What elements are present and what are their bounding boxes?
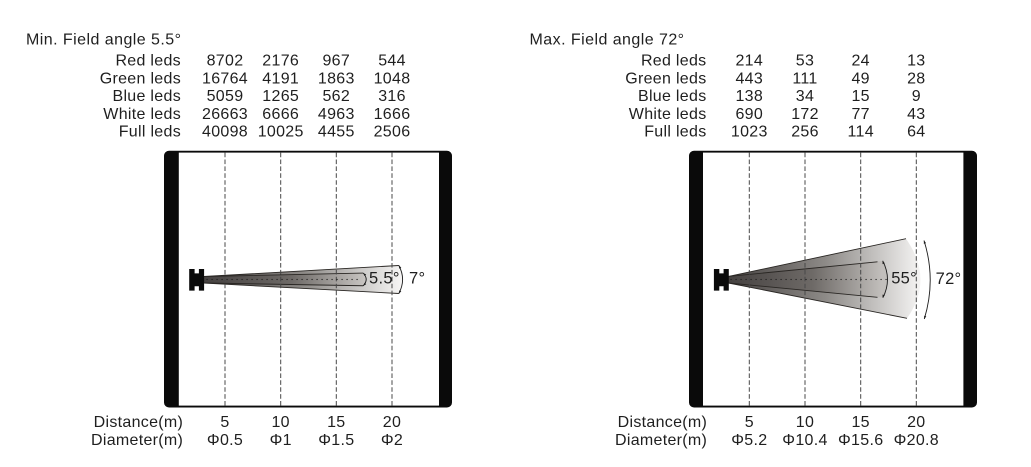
svg-text:72°: 72° xyxy=(936,270,962,288)
svg-text:256: 256 xyxy=(791,124,819,141)
svg-text:Diameter(m): Diameter(m) xyxy=(91,432,183,449)
svg-text:55°: 55° xyxy=(891,270,917,288)
svg-text:Φ20.8: Φ20.8 xyxy=(894,432,939,449)
svg-text:1023: 1023 xyxy=(731,124,768,141)
svg-text:64: 64 xyxy=(907,124,925,141)
svg-text:1666: 1666 xyxy=(374,106,411,123)
svg-text:10: 10 xyxy=(271,414,289,431)
svg-text:Φ5.2: Φ5.2 xyxy=(731,432,767,449)
svg-text:49: 49 xyxy=(851,70,869,87)
svg-text:1863: 1863 xyxy=(318,70,355,87)
svg-text:443: 443 xyxy=(735,70,763,87)
svg-text:White leds: White leds xyxy=(103,106,181,123)
svg-text:Blue leds: Blue leds xyxy=(112,88,181,105)
svg-text:15: 15 xyxy=(327,414,345,431)
svg-text:5.5°: 5.5° xyxy=(369,270,400,288)
svg-text:967: 967 xyxy=(322,53,350,70)
svg-text:10: 10 xyxy=(796,414,814,431)
svg-text:Full leds: Full leds xyxy=(119,124,181,141)
svg-text:Green leds: Green leds xyxy=(625,70,706,87)
svg-text:Diameter(m): Diameter(m) xyxy=(615,432,707,449)
svg-text:214: 214 xyxy=(735,53,763,70)
svg-text:Φ1: Φ1 xyxy=(270,432,292,449)
svg-text:28: 28 xyxy=(907,70,925,87)
svg-text:Red leds: Red leds xyxy=(641,53,707,70)
svg-text:Green leds: Green leds xyxy=(100,70,181,87)
svg-text:Φ0.5: Φ0.5 xyxy=(207,432,243,449)
svg-text:Φ1.5: Φ1.5 xyxy=(318,432,354,449)
svg-text:Full leds: Full leds xyxy=(644,124,706,141)
svg-text:2176: 2176 xyxy=(262,53,299,70)
svg-text:8702: 8702 xyxy=(207,53,244,70)
svg-text:Φ15.6: Φ15.6 xyxy=(838,432,883,449)
svg-text:4455: 4455 xyxy=(318,124,355,141)
svg-text:15: 15 xyxy=(851,88,869,105)
svg-text:562: 562 xyxy=(322,88,350,105)
svg-text:20: 20 xyxy=(383,414,401,431)
svg-text:Φ10.4: Φ10.4 xyxy=(782,432,827,449)
svg-text:316: 316 xyxy=(378,88,406,105)
svg-text:53: 53 xyxy=(796,53,814,70)
svg-text:Blue leds: Blue leds xyxy=(638,88,707,105)
svg-text:2506: 2506 xyxy=(374,124,411,141)
svg-text:Red leds: Red leds xyxy=(115,53,181,70)
svg-text:43: 43 xyxy=(907,106,925,123)
svg-text:26663: 26663 xyxy=(202,106,248,123)
svg-text:5: 5 xyxy=(745,414,754,431)
svg-text:Distance(m): Distance(m) xyxy=(94,414,184,431)
svg-text:690: 690 xyxy=(735,106,763,123)
svg-text:9: 9 xyxy=(912,88,921,105)
svg-text:15: 15 xyxy=(851,414,869,431)
svg-text:Min. Field angle 5.5°: Min. Field angle 5.5° xyxy=(26,32,181,49)
svg-text:5059: 5059 xyxy=(207,88,244,105)
svg-text:White leds: White leds xyxy=(629,106,707,123)
svg-text:16764: 16764 xyxy=(202,70,248,87)
svg-text:34: 34 xyxy=(796,88,814,105)
svg-text:20: 20 xyxy=(907,414,925,431)
svg-text:4191: 4191 xyxy=(262,70,299,87)
svg-text:40098: 40098 xyxy=(202,124,248,141)
svg-text:Φ2: Φ2 xyxy=(381,432,403,449)
svg-text:4963: 4963 xyxy=(318,106,355,123)
svg-text:1265: 1265 xyxy=(262,88,299,105)
svg-text:544: 544 xyxy=(378,53,406,70)
svg-text:13: 13 xyxy=(907,53,925,70)
svg-text:114: 114 xyxy=(847,124,873,141)
svg-text:Max. Field angle 72°: Max. Field angle 72° xyxy=(530,32,685,49)
svg-text:172: 172 xyxy=(791,106,819,123)
svg-text:5: 5 xyxy=(220,414,229,431)
svg-text:111: 111 xyxy=(792,70,817,87)
svg-text:138: 138 xyxy=(735,88,763,105)
svg-text:7°: 7° xyxy=(409,270,425,288)
svg-text:77: 77 xyxy=(851,106,869,123)
svg-text:Distance(m): Distance(m) xyxy=(618,414,708,431)
svg-text:1048: 1048 xyxy=(374,70,411,87)
svg-text:24: 24 xyxy=(851,53,869,70)
svg-text:10025: 10025 xyxy=(258,124,304,141)
svg-text:6666: 6666 xyxy=(262,106,299,123)
